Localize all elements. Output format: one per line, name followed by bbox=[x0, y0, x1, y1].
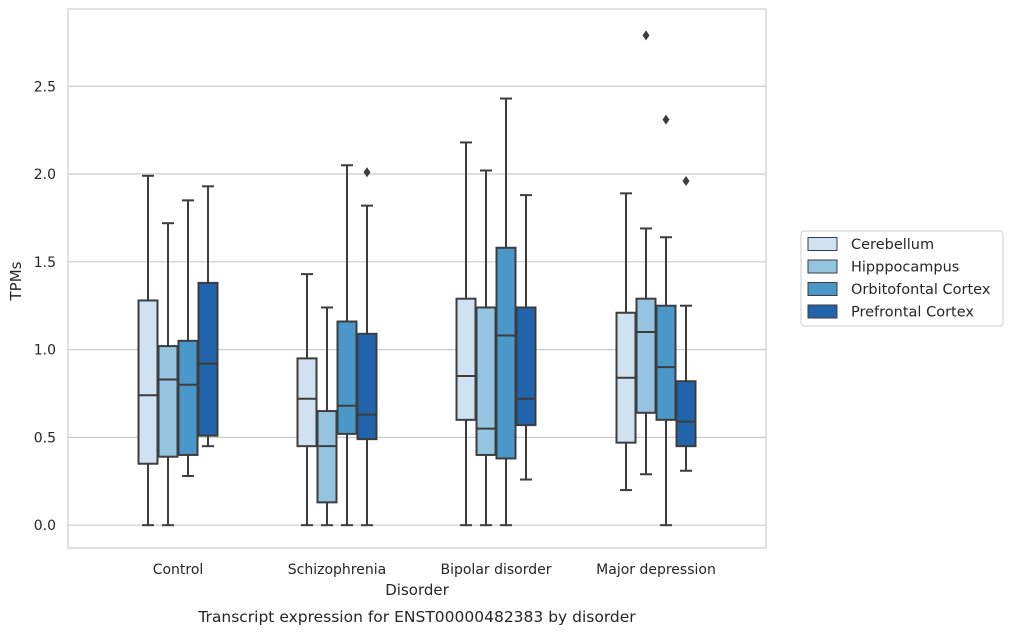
y-tick-label: 0.0 bbox=[34, 518, 56, 534]
box-group bbox=[455, 141, 477, 527]
box-layer bbox=[137, 30, 697, 527]
iqr-box bbox=[655, 304, 677, 421]
chart-caption: Transcript expression for ENST0000048238… bbox=[197, 608, 636, 626]
y-tick-label: 1.5 bbox=[34, 255, 56, 271]
iqr-box bbox=[455, 297, 477, 421]
y-tick-label: 0.5 bbox=[34, 430, 56, 446]
iqr-box bbox=[157, 345, 179, 458]
legend-swatch bbox=[807, 259, 838, 274]
legend-swatch bbox=[807, 304, 838, 319]
legend: Cerebellum Hipppocampus Orbitofontal Corte… bbox=[800, 230, 1004, 327]
iqr-box bbox=[635, 297, 657, 414]
iqr-box bbox=[515, 306, 537, 427]
y-axis-label: TPMs bbox=[7, 261, 25, 301]
box-group bbox=[336, 164, 358, 527]
iqr-box bbox=[475, 306, 497, 456]
box-group bbox=[157, 222, 179, 527]
legend-label: Hipppocampus bbox=[851, 260, 959, 276]
outlier-point bbox=[682, 176, 690, 187]
box-group bbox=[316, 306, 338, 527]
box-group bbox=[635, 30, 657, 476]
legend-items: Cerebellum Hipppocampus Orbitofontal Corte… bbox=[807, 237, 991, 321]
iqr-box bbox=[197, 281, 219, 437]
box-group bbox=[177, 199, 199, 478]
iqr-box bbox=[356, 332, 378, 441]
box-group bbox=[356, 167, 378, 527]
x-tick-label: Bipolar disorder bbox=[440, 562, 551, 578]
legend-label: Prefrontal Cortex bbox=[851, 305, 974, 321]
iqr-box bbox=[675, 380, 697, 448]
legend-frame bbox=[800, 230, 1004, 327]
outlier-point bbox=[642, 30, 650, 41]
legend-label: Cerebellum bbox=[851, 237, 934, 253]
iqr-box bbox=[137, 299, 159, 465]
x-tick-label: Major depression bbox=[596, 562, 716, 578]
legend-swatch bbox=[807, 282, 838, 296]
box-group bbox=[515, 194, 537, 481]
box-group bbox=[615, 192, 637, 492]
legend-label: Orbitofontal Cortex bbox=[851, 282, 991, 298]
iqr-box bbox=[296, 357, 318, 448]
iqr-box bbox=[316, 410, 338, 504]
x-tick-label: Control bbox=[153, 562, 204, 578]
iqr-box bbox=[336, 320, 358, 435]
box-group bbox=[655, 114, 677, 527]
legend-swatch bbox=[807, 237, 838, 251]
outlier-point bbox=[363, 167, 371, 178]
box-group bbox=[475, 169, 497, 527]
y-tick-label: 1.0 bbox=[34, 343, 56, 359]
outlier-point bbox=[662, 114, 670, 125]
iqr-box bbox=[177, 339, 199, 456]
box-group bbox=[675, 176, 697, 472]
iqr-box bbox=[495, 246, 517, 460]
y-tick-label: 2.5 bbox=[34, 79, 56, 95]
box-group bbox=[495, 97, 517, 527]
box-group bbox=[197, 185, 219, 448]
x-tick-label: Schizophrenia bbox=[288, 562, 386, 578]
tick-layer: 0.0 0.5 1.0 1.5 2.0 2.5 Control Schizophrenia Bi… bbox=[34, 79, 716, 578]
x-axis-label: Disorder bbox=[385, 581, 449, 599]
y-tick-label: 2.0 bbox=[34, 167, 56, 183]
box-group bbox=[296, 273, 318, 527]
plot-frame bbox=[67, 8, 767, 549]
box-group bbox=[137, 174, 159, 527]
